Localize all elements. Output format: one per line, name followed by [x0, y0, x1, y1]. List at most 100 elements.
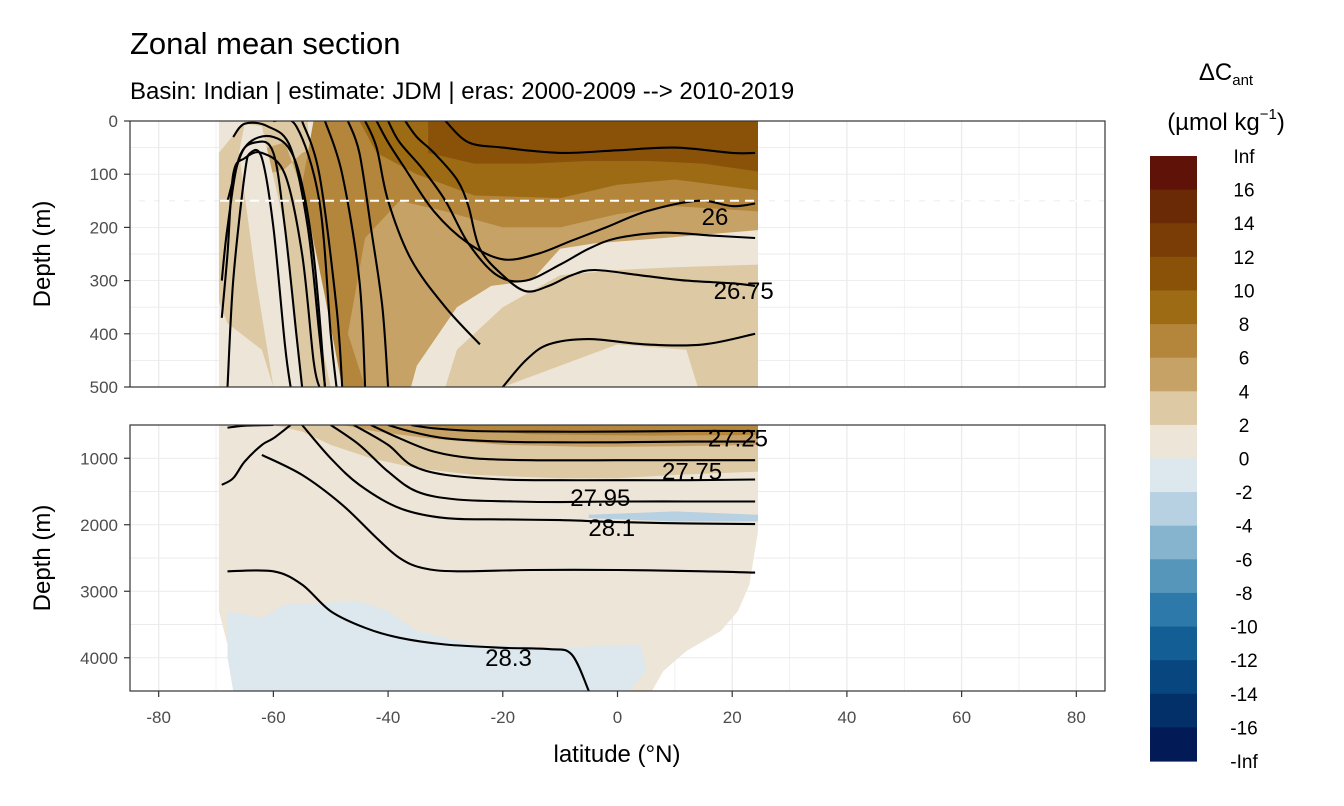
contour-label: 27.95	[570, 485, 630, 512]
shaded-region	[218, 121, 758, 387]
y-axis-title-lower: Depth (m)	[29, 505, 56, 612]
legend-swatch	[1150, 223, 1197, 258]
legend-swatch	[1150, 189, 1197, 224]
legend-title: ΔCant	[1199, 59, 1254, 89]
legend-swatch	[1150, 424, 1197, 460]
legend-swatch	[1150, 391, 1197, 426]
x-tick-label: 0	[613, 708, 622, 727]
chart-subtitle: Basin: Indian | estimate: JDM | eras: 20…	[130, 78, 794, 105]
contour-label: 27.25	[708, 425, 768, 452]
x-axis-title: latitude (°N)	[554, 741, 681, 768]
legend-label: -14	[1230, 685, 1258, 706]
contour-line	[324, 121, 367, 387]
legend-label: -2	[1236, 483, 1253, 504]
x-tick-label: 20	[723, 708, 742, 727]
legend-label: 0	[1239, 450, 1250, 471]
legend-label: 10	[1233, 281, 1254, 302]
legend-label: -4	[1236, 517, 1253, 538]
y-tick-label: 1000	[80, 449, 118, 468]
shaded-region	[227, 601, 647, 691]
upper-panel-y-axis: 0 100 200 300 400 500	[90, 112, 130, 397]
contour-line	[444, 121, 756, 155]
legend-swatch	[1150, 492, 1197, 527]
y-tick-label: 4000	[80, 649, 118, 668]
legend-unit-close: )	[1277, 109, 1285, 136]
y-axis-title-upper: Depth (m)	[29, 201, 56, 308]
legend-swatch	[1150, 660, 1197, 695]
legend-label: 2	[1239, 416, 1250, 437]
x-tick-label: 60	[952, 708, 971, 727]
x-axis: -80 -60 -40 -20 0 20 40 60 80	[146, 691, 1086, 727]
contour-line	[221, 425, 292, 486]
legend-swatch	[1150, 626, 1197, 661]
contour-line	[502, 332, 756, 387]
contour-line	[410, 425, 756, 433]
legend-label: Inf	[1233, 147, 1255, 168]
legend-label: -8	[1236, 584, 1253, 605]
contour-line	[370, 425, 756, 462]
contour-line	[301, 425, 756, 526]
shaded-region	[588, 511, 758, 522]
legend-label: 8	[1239, 315, 1250, 336]
contour-label: 27.75	[662, 459, 722, 486]
shaded-region	[416, 425, 758, 436]
legend-unit-open: (µmol kg	[1167, 109, 1260, 136]
x-tick-label: -20	[491, 708, 516, 727]
contour-line	[232, 121, 327, 387]
legend-swatch	[1150, 256, 1197, 291]
contour-line	[220, 151, 321, 387]
contour-label: 26	[702, 204, 729, 231]
contour-line	[387, 425, 756, 444]
shaded-region	[239, 123, 303, 387]
legend-unit: (µmol kg−1)	[1167, 106, 1285, 136]
upper-panel: 0 100 200 300 400 500	[90, 112, 1106, 397]
legend-label: -12	[1230, 651, 1257, 672]
contour-label: 28.1	[588, 515, 635, 542]
contour-line	[226, 148, 292, 387]
lower-panel-contours	[221, 425, 756, 691]
upper-panel-contours	[220, 121, 756, 387]
legend-swatch	[1150, 525, 1197, 560]
contour-line	[375, 121, 756, 261]
legend-swatch	[1150, 458, 1197, 493]
legend-swatch	[1150, 324, 1197, 359]
contour-line	[346, 121, 390, 387]
legend-label: -6	[1236, 550, 1253, 571]
legend-swatch	[1150, 727, 1197, 762]
upper-panel-border	[129, 120, 1106, 388]
shaded-region	[428, 121, 758, 172]
legend-label: -16	[1230, 718, 1257, 739]
legend-label: 14	[1233, 214, 1255, 235]
contour-line	[364, 121, 481, 346]
y-tick-label: 2000	[80, 516, 118, 535]
y-tick-label: 3000	[80, 582, 118, 601]
x-tick-label: -60	[261, 708, 286, 727]
x-tick-label: 80	[1067, 708, 1086, 727]
lower-panel: 1000 2000 3000 4000	[80, 424, 1106, 692]
x-tick-label: -80	[146, 708, 171, 727]
legend-swatch	[1150, 693, 1197, 728]
contour-labels: 26 26.75 27.25 27.75 27.95 28.1 28.3	[485, 204, 774, 672]
contour-line	[387, 121, 756, 283]
legend-swatch	[1150, 357, 1197, 392]
legend-label: -Inf	[1230, 752, 1258, 773]
legend-title-sub: ant	[1232, 72, 1254, 89]
colorbar-legend: ΔCant (µmol kg−1) Inf 16 14 12 10 8 6 4 2 0 -2 -4 -6…	[1150, 59, 1285, 773]
x-tick-label: 40	[837, 708, 856, 727]
lower-panel-y-axis: 1000 2000 3000 4000	[80, 449, 130, 668]
legend-label: -10	[1230, 618, 1257, 639]
y-tick-label: 200	[90, 218, 118, 237]
y-tick-label: 0	[109, 112, 118, 131]
y-tick-label: 100	[90, 165, 118, 184]
y-tick-label: 400	[90, 325, 118, 344]
contour-line	[404, 121, 756, 293]
contour-line	[330, 425, 756, 504]
legend-unit-sup: −1	[1260, 106, 1277, 123]
contour-label: 28.3	[485, 645, 532, 672]
chart-title: Zonal mean section	[130, 26, 401, 61]
contour-label: 26.75	[714, 278, 774, 305]
legend-swatch	[1150, 290, 1197, 325]
y-tick-label: 300	[90, 272, 118, 291]
legend-swatch	[1150, 592, 1197, 628]
